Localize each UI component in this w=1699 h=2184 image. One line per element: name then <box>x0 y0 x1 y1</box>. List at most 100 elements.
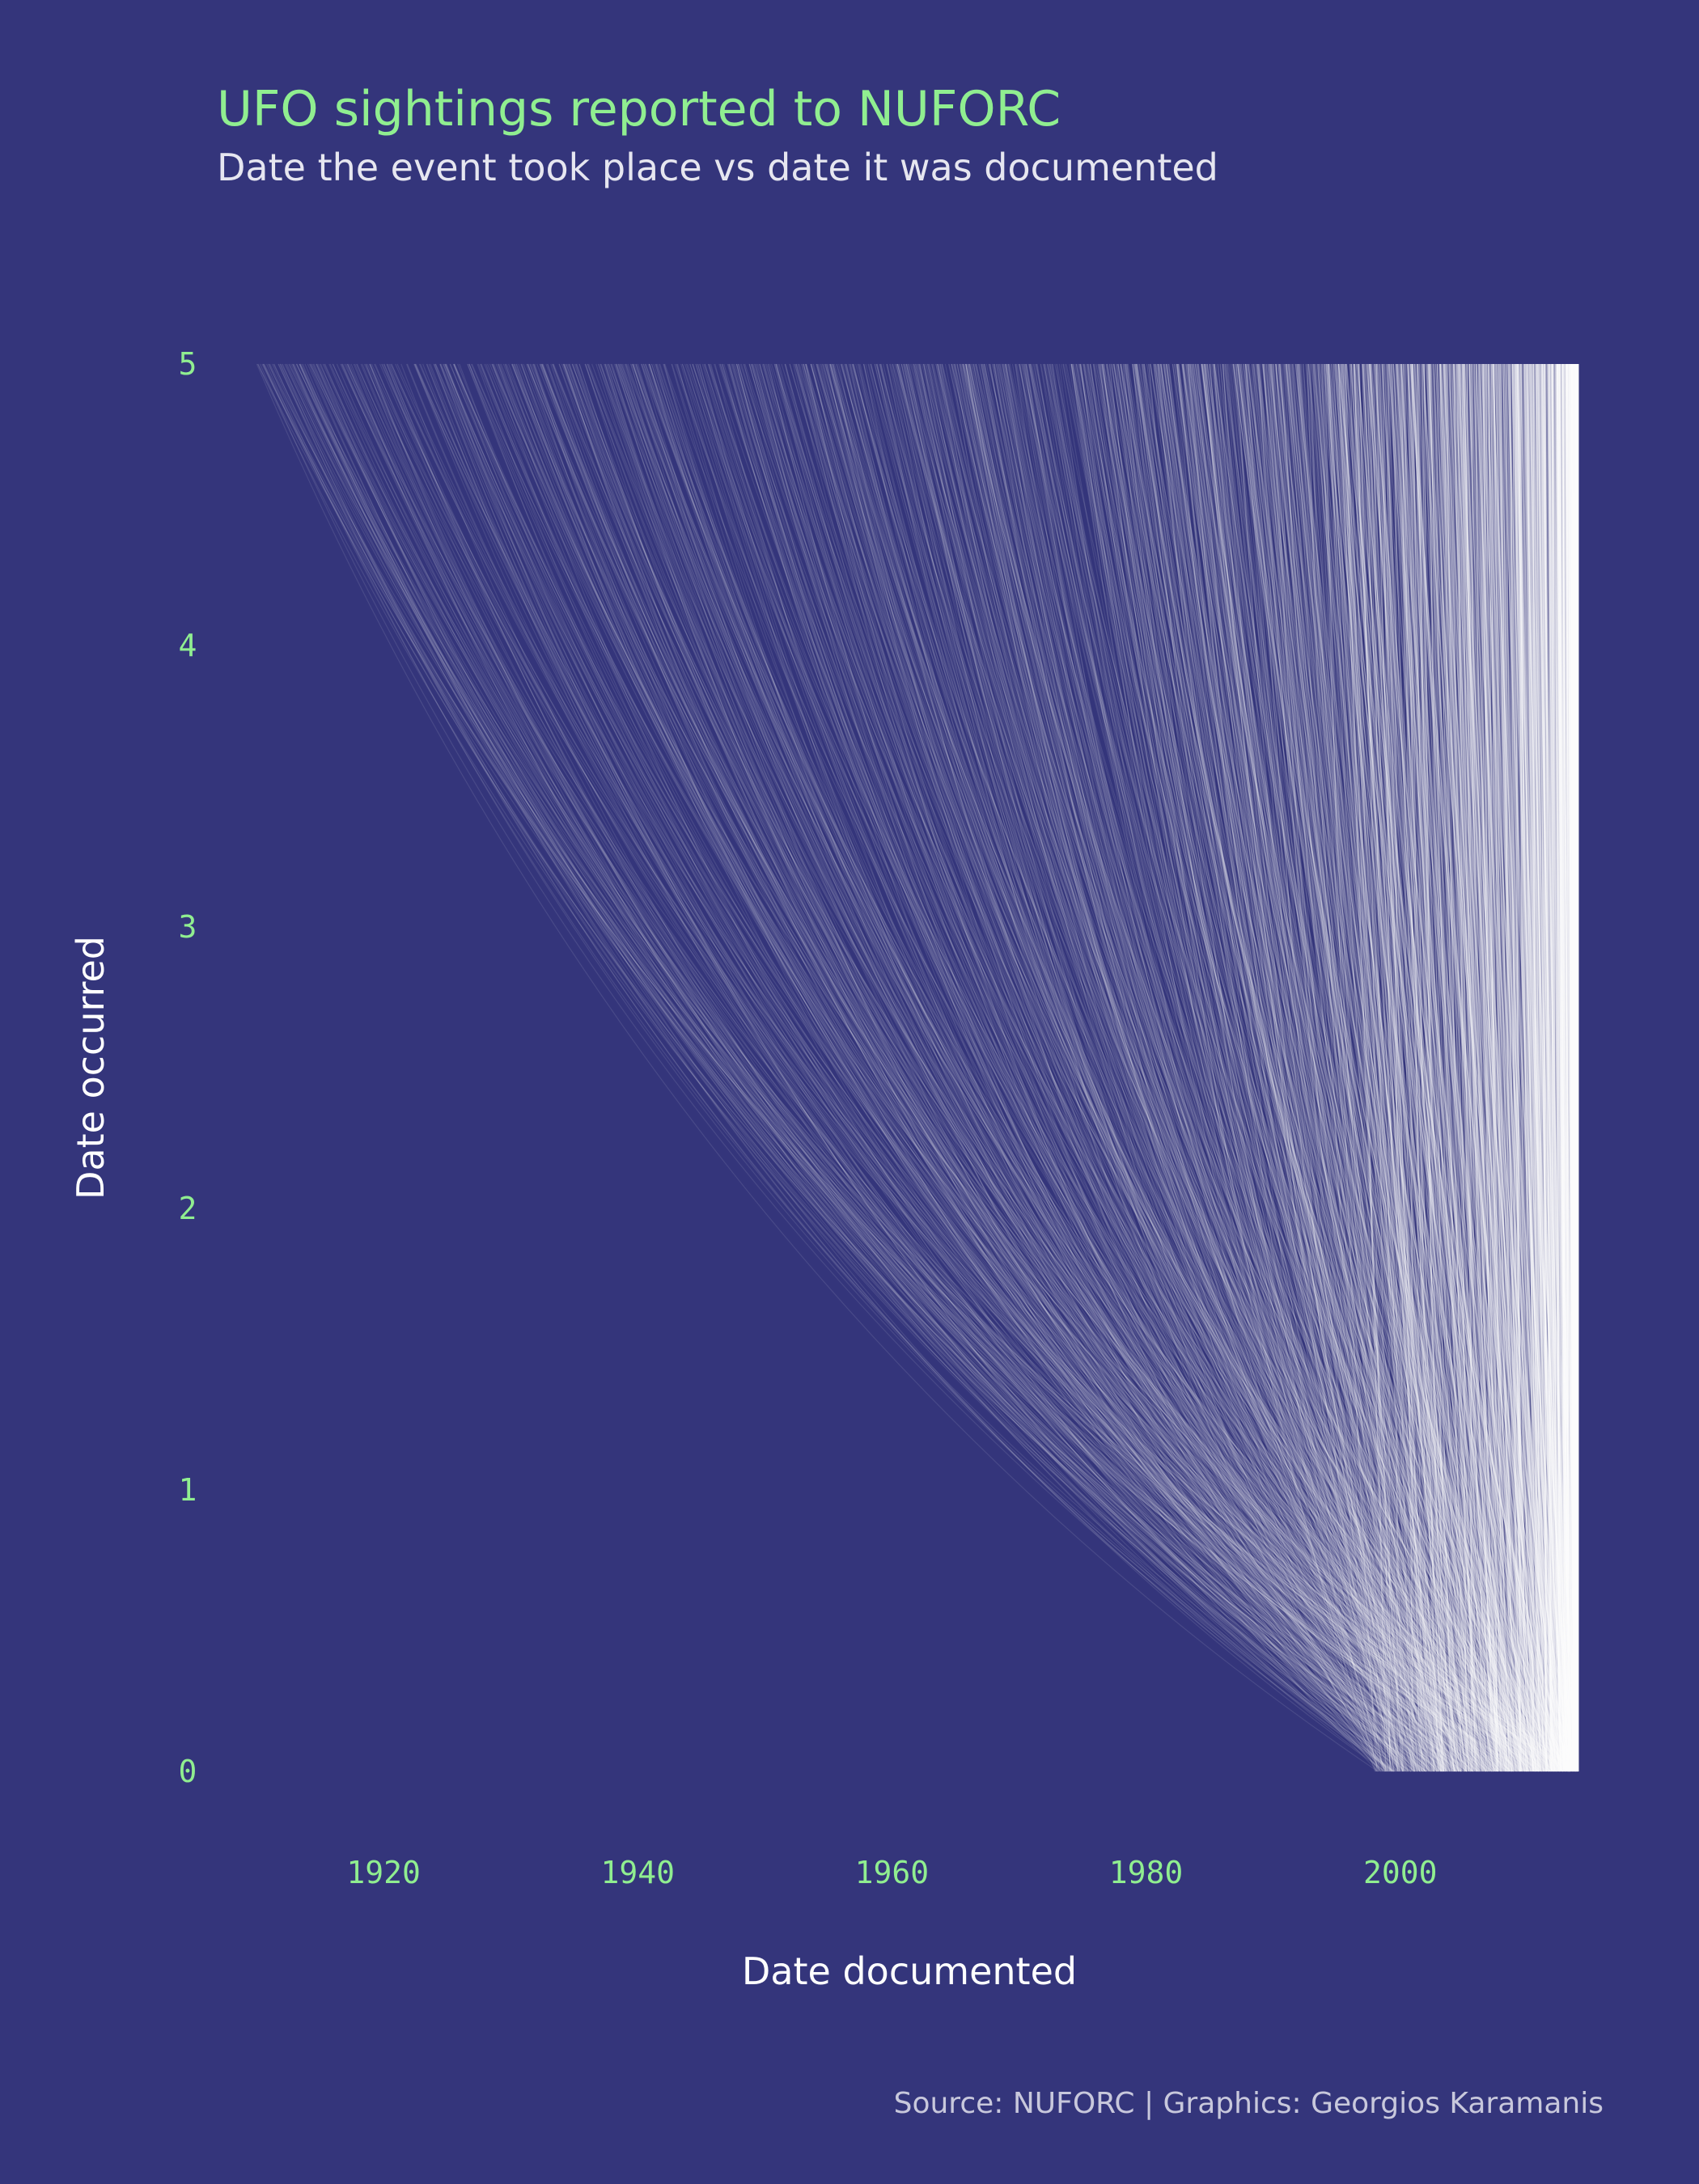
sighting-curve <box>1239 363 1566 1772</box>
sighting-curve <box>1553 363 1574 1772</box>
sighting-curve <box>1573 363 1577 1772</box>
sighting-curve <box>1258 363 1523 1772</box>
sighting-curve <box>396 363 1557 1772</box>
sighting-curve <box>663 363 1399 1772</box>
sighting-curve <box>951 363 1388 1772</box>
sighting-curve <box>1446 363 1554 1772</box>
sighting-curve <box>1265 363 1443 1772</box>
sighting-curve <box>1519 363 1554 1772</box>
sighting-curve <box>1400 363 1553 1772</box>
sighting-curve <box>440 363 1490 1772</box>
sighting-curve <box>1553 363 1573 1772</box>
sighting-curve <box>1270 363 1528 1772</box>
sighting-curve <box>1576 363 1579 1772</box>
sighting-curve <box>824 363 1547 1772</box>
sighting-curve <box>1519 363 1535 1772</box>
sighting-curve <box>852 363 1508 1772</box>
sighting-curve <box>316 363 1506 1772</box>
sighting-curve <box>597 363 1550 1772</box>
sighting-curve <box>968 363 1520 1772</box>
sighting-curve <box>850 363 1548 1772</box>
sighting-curve <box>1303 363 1435 1772</box>
sighting-curve <box>492 363 1417 1772</box>
sighting-curve <box>1109 363 1391 1772</box>
sighting-curve <box>585 363 1409 1772</box>
sighting-curve <box>1123 363 1376 1772</box>
sighting-curve <box>1326 363 1563 1772</box>
sighting-curve <box>1518 363 1574 1772</box>
sighting-curve <box>1410 363 1493 1772</box>
sighting-curve <box>625 363 1566 1772</box>
sighting-curve <box>1005 363 1468 1772</box>
sighting-curve <box>632 363 1547 1772</box>
sighting-curve <box>1440 363 1547 1772</box>
sighting-curve <box>1400 363 1513 1772</box>
sighting-curve <box>1189 363 1570 1772</box>
sighting-curve <box>648 363 1419 1772</box>
sighting-curve <box>553 363 1514 1772</box>
sighting-curve <box>923 363 1528 1772</box>
sighting-curve <box>969 363 1432 1772</box>
sighting-curve <box>1342 363 1571 1772</box>
sighting-curve <box>1575 363 1578 1772</box>
sighting-curve <box>320 363 1385 1772</box>
sighting-curve <box>880 363 1454 1772</box>
sighting-curve <box>889 363 1421 1772</box>
sighting-curve <box>1488 363 1502 1772</box>
sighting-curve <box>1500 363 1530 1772</box>
sighting-curve <box>1506 363 1561 1772</box>
sighting-curve <box>558 363 1443 1772</box>
sighting-curve <box>1182 363 1432 1772</box>
sighting-curve <box>633 363 1468 1772</box>
sighting-curve <box>545 363 1481 1772</box>
sighting-curve <box>1502 363 1536 1772</box>
sighting-curve <box>1324 363 1496 1772</box>
sighting-curve <box>865 363 1464 1772</box>
sighting-curve <box>663 363 1444 1772</box>
sighting-curve <box>1428 363 1549 1772</box>
sighting-curve <box>1523 363 1577 1772</box>
sighting-curve <box>1262 363 1517 1772</box>
sighting-curve <box>1548 363 1566 1772</box>
sighting-curve <box>1461 363 1495 1772</box>
sighting-curve <box>296 363 1463 1772</box>
sighting-curve <box>281 363 1574 1772</box>
sighting-curve <box>1019 363 1470 1772</box>
sighting-curve <box>1263 363 1426 1772</box>
sighting-curve <box>1461 363 1544 1772</box>
sighting-curve <box>968 363 1423 1772</box>
sighting-curve <box>1077 363 1457 1772</box>
sighting-curve <box>771 363 1575 1772</box>
sighting-curve <box>939 363 1507 1772</box>
sighting-curve <box>1136 363 1442 1772</box>
sighting-curve <box>1438 363 1553 1772</box>
sighting-curve <box>1005 363 1500 1772</box>
sighting-curve <box>1548 363 1561 1772</box>
sighting-curve <box>1512 363 1574 1772</box>
sighting-curve <box>1576 363 1578 1772</box>
sighting-curve <box>1525 363 1559 1772</box>
sighting-curve <box>1246 363 1401 1772</box>
sighting-curve <box>1099 363 1443 1772</box>
sighting-curve <box>1481 363 1515 1772</box>
sighting-curve <box>903 363 1460 1772</box>
sighting-curve <box>1417 363 1499 1772</box>
sighting-curve <box>1421 363 1447 1772</box>
sighting-curve <box>1575 363 1578 1772</box>
sighting-curve <box>1325 363 1444 1772</box>
sighting-curve <box>976 363 1517 1772</box>
sighting-curve <box>1526 363 1562 1772</box>
sighting-curve <box>386 363 1434 1772</box>
sighting-curve <box>1429 363 1453 1772</box>
sighting-curve <box>1178 363 1566 1772</box>
sighting-curve <box>1316 363 1502 1772</box>
sighting-curve <box>1572 363 1574 1772</box>
sighting-curve <box>1532 363 1557 1772</box>
sighting-curve <box>1563 363 1578 1772</box>
sighting-curve <box>1257 363 1509 1772</box>
sighting-curve <box>506 363 1557 1772</box>
sighting-curve <box>954 363 1546 1772</box>
sighting-curve <box>1485 363 1534 1772</box>
sighting-curve <box>1575 363 1578 1772</box>
sighting-curve <box>1485 363 1540 1772</box>
